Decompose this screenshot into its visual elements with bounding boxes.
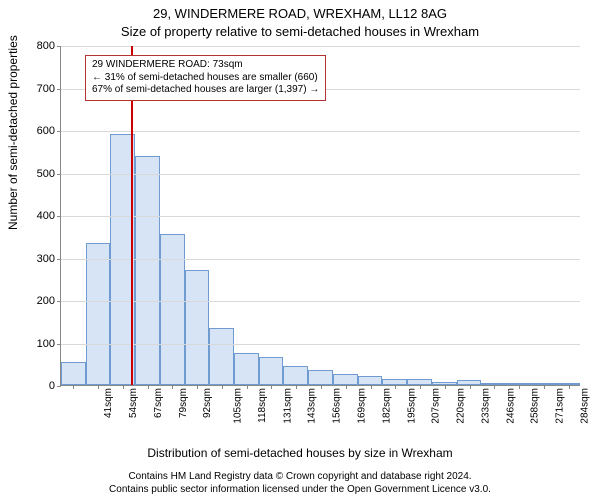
footer-line-1: Contains HM Land Registry data © Crown c… (0, 470, 600, 483)
x-tick-mark (470, 385, 471, 389)
x-tick-label: 284sqm (579, 388, 590, 424)
x-tick-label: 67sqm (153, 388, 164, 418)
chart-title-sub: Size of property relative to semi-detach… (0, 24, 600, 39)
chart-title-main: 29, WINDERMERE ROAD, WREXHAM, LL12 8AG (0, 6, 600, 21)
y-tick-mark (57, 174, 61, 175)
x-tick-mark (321, 385, 322, 389)
y-tick-mark (57, 344, 61, 345)
x-tick-label: 156sqm (332, 388, 343, 424)
annotation-line: ← 31% of semi-detached houses are smalle… (92, 72, 319, 85)
gridline (61, 259, 580, 260)
x-tick-label: 79sqm (178, 388, 189, 418)
annotation-box: 29 WINDERMERE ROAD: 73sqm← 31% of semi-d… (85, 55, 326, 101)
y-tick-mark (57, 89, 61, 90)
x-tick-mark (98, 385, 99, 389)
y-tick-label: 700 (37, 83, 55, 95)
x-tick-label: 54sqm (128, 388, 139, 418)
y-tick-label: 500 (37, 168, 55, 180)
y-tick-mark (57, 259, 61, 260)
y-tick-mark (57, 46, 61, 47)
gridline (61, 131, 580, 132)
x-tick-mark (247, 385, 248, 389)
x-tick-mark (544, 385, 545, 389)
x-tick-mark (445, 385, 446, 389)
y-tick-mark (57, 216, 61, 217)
y-tick-label: 100 (37, 338, 55, 350)
x-tick-label: 92sqm (202, 388, 213, 418)
bar (259, 357, 284, 385)
annotation-line: 67% of semi-detached houses are larger (… (92, 84, 319, 97)
y-tick-label: 0 (49, 380, 55, 392)
x-tick-mark (346, 385, 347, 389)
bar (209, 328, 234, 385)
x-tick-mark (271, 385, 272, 389)
x-tick-label: 105sqm (233, 388, 244, 424)
x-tick-label: 195sqm (406, 388, 417, 424)
y-tick-label: 300 (37, 253, 55, 265)
x-tick-mark (148, 385, 149, 389)
y-tick-label: 400 (37, 210, 55, 222)
y-tick-mark (57, 301, 61, 302)
x-tick-label: 233sqm (480, 388, 491, 424)
annotation-line: 29 WINDERMERE ROAD: 73sqm (92, 59, 319, 72)
y-tick-label: 800 (37, 40, 55, 52)
x-tick-mark (494, 385, 495, 389)
x-tick-label: 220sqm (456, 388, 467, 424)
y-tick-label: 200 (37, 295, 55, 307)
x-tick-mark (395, 385, 396, 389)
x-tick-label: 118sqm (257, 388, 268, 423)
bar (86, 243, 111, 385)
bar (185, 270, 210, 385)
bar (308, 370, 333, 385)
x-tick-mark (73, 385, 74, 389)
y-tick-mark (57, 386, 61, 387)
x-tick-mark (172, 385, 173, 389)
x-tick-label: 131sqm (282, 388, 293, 424)
gridline (61, 46, 580, 47)
x-tick-label: 271sqm (555, 388, 566, 424)
x-tick-label: 207sqm (431, 388, 442, 424)
bar (135, 156, 160, 386)
property-size-chart: 29, WINDERMERE ROAD, WREXHAM, LL12 8AG S… (0, 0, 600, 500)
gridline (61, 216, 580, 217)
y-axis-label: Number of semi-detached properties (6, 35, 20, 230)
gridline (61, 301, 580, 302)
x-tick-label: 143sqm (307, 388, 318, 424)
gridline (61, 344, 580, 345)
x-tick-label: 41sqm (103, 388, 114, 418)
x-axis-label: Distribution of semi-detached houses by … (0, 446, 600, 460)
footer-line-2: Contains public sector information licen… (0, 483, 600, 496)
x-tick-mark (197, 385, 198, 389)
bar (160, 234, 185, 385)
y-tick-mark (57, 131, 61, 132)
x-tick-label: 258sqm (530, 388, 541, 424)
x-tick-label: 169sqm (357, 388, 368, 424)
x-tick-mark (371, 385, 372, 389)
x-tick-mark (420, 385, 421, 389)
bar (234, 353, 259, 385)
bar (283, 366, 308, 385)
x-tick-mark (519, 385, 520, 389)
x-tick-mark (123, 385, 124, 389)
chart-footer: Contains HM Land Registry data © Crown c… (0, 470, 600, 496)
x-tick-mark (296, 385, 297, 389)
x-tick-label: 182sqm (381, 388, 392, 424)
bar (61, 362, 86, 385)
bar (333, 374, 358, 385)
x-tick-label: 246sqm (505, 388, 516, 424)
y-tick-label: 600 (37, 125, 55, 137)
x-tick-mark (569, 385, 570, 389)
x-tick-mark (222, 385, 223, 389)
bar (358, 376, 383, 385)
gridline (61, 174, 580, 175)
